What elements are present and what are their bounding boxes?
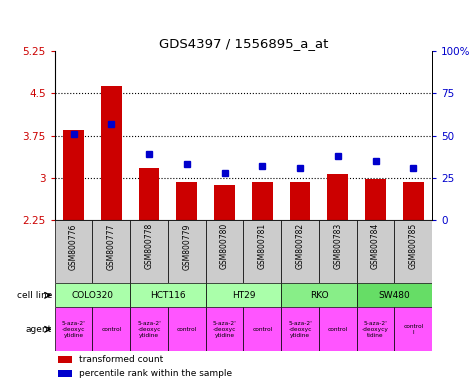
Bar [55,283,130,307]
Bar [168,307,206,351]
Text: GSM800776: GSM800776 [69,223,78,270]
Bar [58,370,72,377]
Bar [130,283,206,307]
Bar [394,307,432,351]
Bar [206,220,243,283]
Text: GSM800784: GSM800784 [371,223,380,270]
Text: GSM800780: GSM800780 [220,223,229,270]
Text: 5-aza-2'
-deoxyc
ytidine: 5-aza-2' -deoxyc ytidine [288,321,312,338]
Text: 5-aza-2'
-deoxycy
tidine: 5-aza-2' -deoxycy tidine [362,321,389,338]
Text: GSM800778: GSM800778 [144,223,153,270]
Bar [281,220,319,283]
Text: GSM800785: GSM800785 [409,223,418,270]
Text: cell line: cell line [17,291,52,300]
Bar [252,182,273,220]
Bar [357,307,394,351]
Bar [403,182,424,220]
Text: control: control [177,327,197,332]
Bar [394,220,432,283]
Text: GSM800777: GSM800777 [107,223,116,270]
Text: control: control [101,327,122,332]
Bar [58,356,72,363]
Text: transformed count: transformed count [79,355,163,364]
Title: GDS4397 / 1556895_a_at: GDS4397 / 1556895_a_at [159,37,328,50]
Bar [55,307,92,351]
Bar [365,179,386,220]
Text: control
l: control l [403,324,424,335]
Bar [290,182,311,220]
Bar [357,220,394,283]
Bar [176,182,197,220]
Text: GSM800779: GSM800779 [182,223,191,270]
Bar [243,307,281,351]
Bar [327,174,348,220]
Text: HT29: HT29 [232,291,255,300]
Text: HCT116: HCT116 [150,291,186,300]
Text: 5-aza-2'
-deoxyc
ytidine: 5-aza-2' -deoxyc ytidine [62,321,86,338]
Text: RKO: RKO [310,291,328,300]
Bar [92,220,130,283]
Bar [357,283,432,307]
Text: control: control [252,327,273,332]
Bar [130,220,168,283]
Bar [206,283,281,307]
Text: GSM800783: GSM800783 [333,223,342,270]
Text: GSM800782: GSM800782 [295,223,304,269]
Text: percentile rank within the sample: percentile rank within the sample [79,369,232,378]
Text: control: control [328,327,348,332]
Bar [101,86,122,220]
Text: agent: agent [26,325,52,334]
Text: 5-aza-2'
-deoxyc
ytidine: 5-aza-2' -deoxyc ytidine [137,321,161,338]
Bar [168,220,206,283]
Text: COLO320: COLO320 [71,291,114,300]
Text: SW480: SW480 [379,291,410,300]
Bar [92,307,130,351]
Bar [319,307,357,351]
Bar [281,283,357,307]
Bar [243,220,281,283]
Bar [139,168,160,220]
Bar [206,307,243,351]
Bar [130,307,168,351]
Bar [281,307,319,351]
Bar [319,220,357,283]
Text: GSM800781: GSM800781 [258,223,267,269]
Text: 5-aza-2'
-deoxyc
ytidine: 5-aza-2' -deoxyc ytidine [213,321,237,338]
Bar [63,130,84,220]
Bar [55,220,92,283]
Bar [214,185,235,220]
